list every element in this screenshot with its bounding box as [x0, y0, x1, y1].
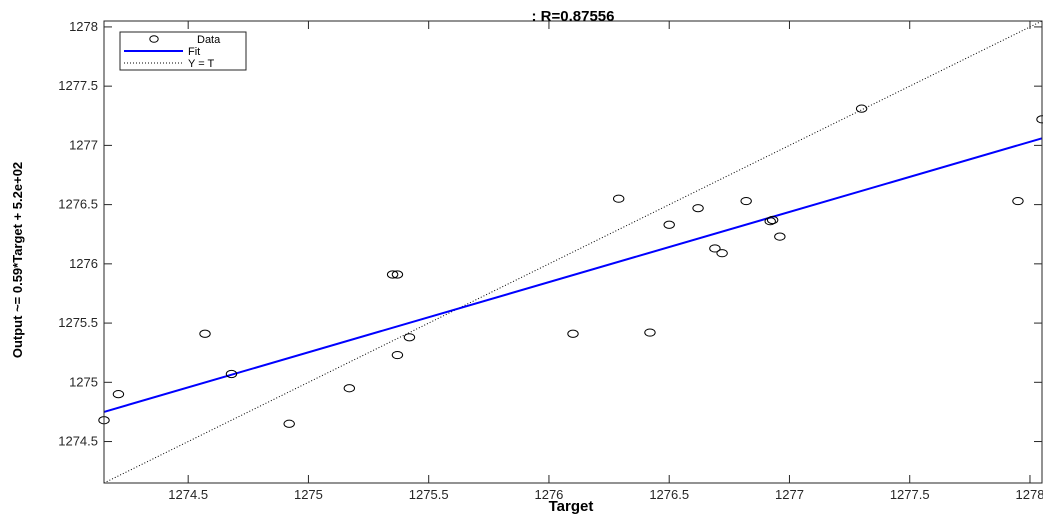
y-tick-label: 1275: [69, 374, 98, 389]
y-ticks: 1274.5 1275 1275.5 1276 1276.5 1277 1277.5 1278: [58, 19, 1042, 449]
x-tick-label: 1276: [534, 487, 563, 502]
y-tick-label: 1274.5: [58, 434, 98, 449]
data-point: [283, 419, 295, 428]
data-point: [766, 215, 779, 225]
data-point: [716, 249, 728, 258]
y-axis-label: Output ~= 0.59*Target + 5.2e+02: [10, 162, 25, 358]
data-point: [612, 194, 625, 203]
data-point: [692, 204, 704, 213]
fit-line: [103, 137, 1043, 413]
data-point: [403, 333, 416, 342]
legend-item-data: Data: [149, 34, 221, 46]
data-point: [774, 232, 786, 241]
legend-marker-circle: [149, 35, 159, 43]
x-tick-label: 1278: [1016, 487, 1043, 502]
legend-item-fit: Fit: [124, 46, 200, 58]
legend-item-yt: Y = T: [124, 58, 214, 70]
data-point: [567, 329, 579, 338]
legend-label-yt: Y = T: [188, 58, 214, 70]
legend: Data Fit Y = T: [119, 31, 247, 71]
data-point: [663, 220, 675, 229]
x-tick-label: 1276.5: [649, 487, 689, 502]
data-point: [709, 244, 721, 253]
data-point: [391, 350, 404, 360]
y-tick-label: 1277.5: [58, 78, 98, 93]
y-tick-label: 1276.5: [58, 197, 98, 212]
x-tick-label: 1274.5: [168, 487, 208, 502]
y-tick-label: 1275.5: [58, 315, 98, 330]
data-point: [199, 329, 211, 338]
data-point: [1012, 196, 1024, 206]
data-point: [391, 270, 404, 279]
x-ticks: 1274.5 1275 1275.5 1276 1276.5 1277 1277.5 1278: [168, 21, 1043, 502]
data-point: [343, 384, 356, 393]
legend-label-fit: Fit: [188, 46, 200, 58]
data-point: [855, 104, 868, 113]
chart-title: : R=0.87556: [532, 8, 615, 25]
legend-label-data: Data: [197, 34, 221, 46]
data-point: [225, 369, 238, 379]
data-point: [740, 196, 752, 206]
x-tick-label: 1277.5: [890, 487, 930, 502]
data-point: [764, 217, 776, 226]
data-point: [644, 328, 656, 337]
plot-frame: [103, 20, 1043, 484]
x-tick-label: 1277: [775, 487, 804, 502]
data-point: [386, 270, 399, 279]
y-tick-label: 1277: [69, 137, 98, 152]
y-tick-label: 1278: [69, 19, 98, 34]
x-tick-label: 1275: [294, 487, 323, 502]
identity-line: [103, 20, 1043, 484]
x-tick-label: 1275.5: [409, 487, 449, 502]
x-axis-label: Target: [549, 498, 594, 515]
y-tick-label: 1276: [69, 256, 98, 271]
data-point: [112, 390, 125, 399]
